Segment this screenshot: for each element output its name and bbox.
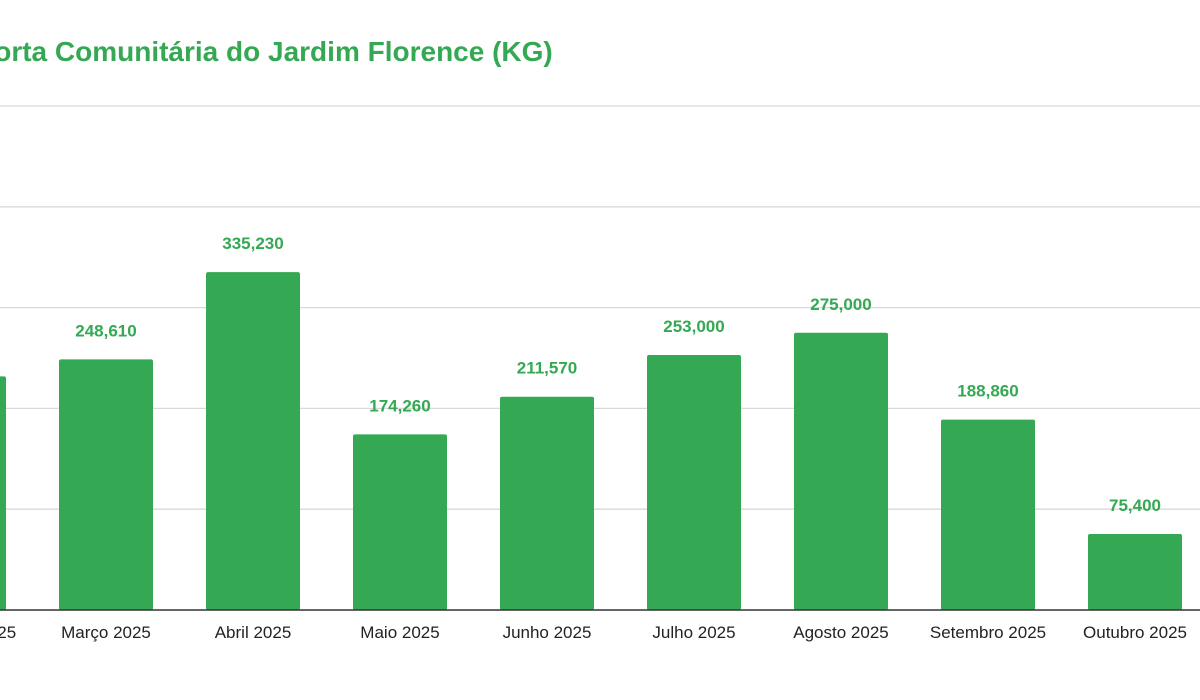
bar bbox=[206, 272, 300, 610]
data-label: 75,400 bbox=[1109, 496, 1161, 515]
data-label: 248,610 bbox=[75, 321, 136, 340]
data-label: 188,860 bbox=[957, 382, 1018, 401]
value-labels: 231,720248,610335,230174,260211,570253,0… bbox=[75, 234, 1161, 515]
x-tick-label: Agosto 2025 bbox=[793, 623, 888, 642]
bar bbox=[794, 332, 888, 610]
bar bbox=[1088, 533, 1182, 610]
x-tick-labels: Fevereiro 2025 Março 2025 Abril 2025 Maio 2… bbox=[0, 623, 1187, 642]
bar bbox=[353, 434, 447, 610]
data-label: 174,260 bbox=[369, 396, 430, 415]
x-tick-label: Fevereiro 2025 bbox=[0, 623, 16, 642]
data-label: 211,570 bbox=[517, 359, 578, 378]
x-tick-label: Abril 2025 bbox=[215, 623, 292, 642]
bar bbox=[647, 354, 741, 610]
bar bbox=[0, 376, 6, 610]
data-label: 253,000 bbox=[663, 317, 724, 336]
bar bbox=[500, 396, 594, 610]
x-tick-label: Outubro 2025 bbox=[1083, 623, 1187, 642]
x-tick-label: Setembro 2025 bbox=[930, 623, 1046, 642]
x-tick-label: Junho 2025 bbox=[503, 623, 592, 642]
chart-title: Horta Comunitária do Jardim Florence (KG… bbox=[0, 36, 553, 67]
x-tick-label: Março 2025 bbox=[61, 623, 151, 642]
bar bbox=[941, 419, 1035, 610]
bar bbox=[59, 359, 153, 610]
x-tick-label: Maio 2025 bbox=[360, 623, 439, 642]
x-tick-label: Julho 2025 bbox=[652, 623, 735, 642]
bars bbox=[0, 272, 1182, 610]
data-label: 275,000 bbox=[810, 295, 871, 314]
data-label: 335,230 bbox=[222, 234, 283, 253]
